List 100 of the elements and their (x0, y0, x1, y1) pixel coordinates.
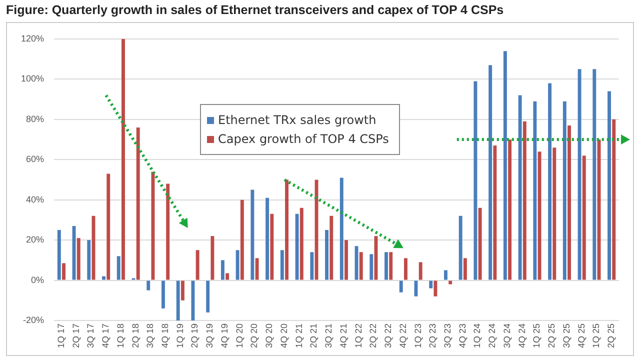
x-tick-label: 2Q 22 (368, 323, 378, 348)
bar (608, 91, 611, 280)
bar (62, 263, 66, 280)
x-tick-label: 4Q 19 (219, 323, 230, 348)
bar (474, 81, 478, 280)
y-tick-label: 60% (26, 154, 44, 164)
bar (57, 230, 61, 280)
bar (226, 273, 230, 280)
bar (270, 214, 274, 280)
x-tick-label: 2Q 23 (428, 323, 438, 348)
bar (151, 172, 155, 280)
bar (280, 250, 284, 280)
bar (612, 119, 616, 280)
bar (444, 270, 448, 280)
bar (434, 280, 438, 296)
bar (176, 280, 180, 320)
x-tick-label: 3Q 25 (561, 323, 572, 348)
bar (429, 280, 433, 288)
bar (552, 148, 556, 280)
bar (399, 280, 403, 292)
x-tick-label: 1Q 17 (56, 323, 66, 348)
bar (255, 258, 259, 280)
x-tick-label: 1Q 18 (115, 323, 126, 348)
bar (538, 152, 542, 280)
bar (384, 252, 388, 280)
y-tick-label: 120% (20, 33, 44, 44)
x-tick-label: 1Q 25 (591, 323, 602, 348)
bar (418, 262, 422, 280)
x-tick-label: 2Q 17 (70, 323, 81, 348)
bar (206, 280, 210, 312)
bar (533, 101, 537, 280)
bar (102, 276, 106, 280)
bar (310, 252, 314, 280)
bar (463, 258, 467, 280)
y-tick-label: 40% (26, 194, 44, 204)
bar (370, 254, 374, 280)
x-tick-label: 4Q 20 (278, 323, 289, 348)
bar (359, 252, 363, 280)
x-tick-label: 4Q 17 (100, 323, 111, 348)
x-tick-label: 1Q 19 (174, 323, 185, 348)
bar (578, 69, 582, 280)
bar (458, 216, 462, 280)
y-tick-label: 0% (31, 274, 44, 285)
bar (325, 230, 328, 280)
x-tick-label: 3Q 21 (324, 323, 334, 348)
bar (106, 174, 110, 280)
bar (344, 240, 348, 280)
x-tick-label: 1Q 23 (412, 323, 423, 348)
bar (250, 190, 254, 280)
x-tick-label: 3Q 18 (145, 323, 156, 348)
x-tick-label: 4Q 21 (338, 323, 348, 348)
bar (340, 178, 344, 280)
legend-label: Capex growth of TOP 4 CSPs (218, 132, 389, 146)
x-tick-label: 2Q 20 (249, 323, 260, 348)
bar (240, 200, 244, 280)
chart-title: Figure: Quarterly growth in sales of Ethernet transceivers and capex of TOP 4 CSPs (6, 3, 504, 17)
bar (295, 214, 299, 280)
bar (478, 208, 482, 280)
bar (488, 65, 492, 280)
x-tick-label: 3Q 23 (442, 323, 453, 348)
bar (122, 39, 125, 280)
x-tick-label: 3Q 22 (383, 323, 394, 348)
x-tick-label: 4Q 22 (398, 323, 408, 348)
bar (522, 121, 526, 280)
bar (116, 256, 120, 280)
bar (220, 260, 224, 280)
bar (562, 101, 566, 280)
x-tick-label: 3Q 20 (264, 323, 274, 348)
x-tick-label: 4Q 24 (516, 323, 527, 348)
bar (191, 280, 195, 320)
bar (503, 51, 507, 280)
bar (448, 280, 452, 284)
y-tick-label: -20% (23, 314, 44, 325)
bar (136, 127, 140, 280)
y-tick-label: 80% (26, 114, 44, 124)
bar (210, 236, 214, 280)
x-tick-label: 1Q 21 (294, 323, 304, 348)
bar (518, 95, 522, 280)
x-tick-label: 1Q 22 (353, 323, 364, 348)
x-tick-label: 1Q 20 (234, 323, 244, 348)
x-tick-label: 2Q 25 (606, 323, 616, 348)
bar (404, 258, 408, 280)
bar (236, 250, 240, 280)
bar (180, 280, 184, 300)
x-tick-label: 2Q 19 (190, 323, 200, 348)
bar (493, 146, 497, 280)
y-tick-label: 100% (20, 74, 44, 84)
bar (568, 125, 571, 280)
legend-label: Ethernet TRx sales growth (218, 113, 376, 127)
bar (87, 240, 91, 280)
bar (196, 250, 200, 280)
bar (161, 280, 165, 308)
bar (285, 180, 289, 280)
x-tick-label: 4Q 25 (576, 323, 586, 348)
bar (389, 252, 393, 280)
bar (508, 140, 512, 280)
bar (548, 83, 552, 280)
bar (76, 238, 80, 280)
bar (330, 216, 334, 280)
x-tick-label: 3Q 17 (86, 323, 96, 348)
